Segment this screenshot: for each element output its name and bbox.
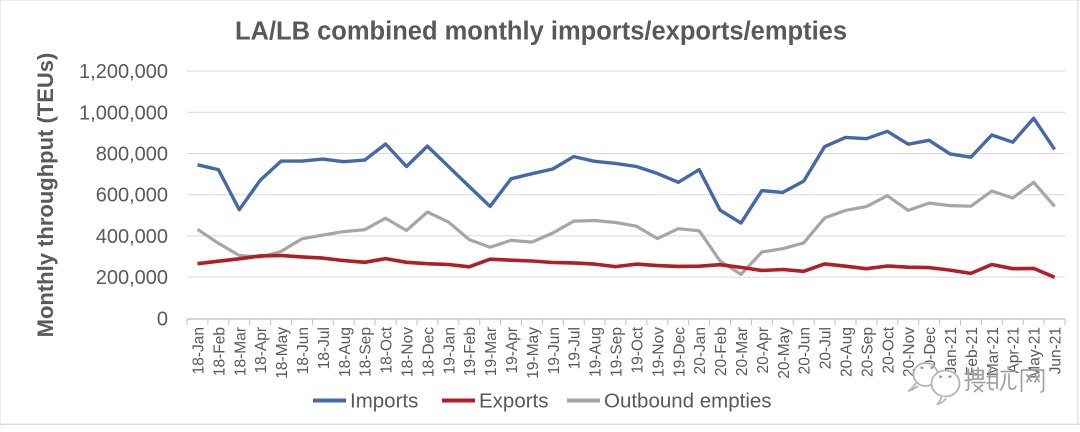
svg-text:1,200,000: 1,200,000 bbox=[79, 61, 168, 83]
svg-text:Outbound empties: Outbound empties bbox=[604, 390, 772, 413]
svg-text:19-Nov: 19-Nov bbox=[650, 327, 667, 377]
svg-text:800,000: 800,000 bbox=[96, 144, 168, 166]
svg-text:600,000: 600,000 bbox=[96, 185, 168, 207]
svg-text:19-Jul: 19-Jul bbox=[567, 327, 584, 369]
svg-text:18-Apr: 18-Apr bbox=[253, 327, 270, 374]
svg-text:19-Mar: 19-Mar bbox=[483, 327, 500, 376]
svg-text:May-21: May-21 bbox=[1027, 327, 1044, 379]
svg-text:Apr-21: Apr-21 bbox=[1006, 327, 1023, 374]
svg-text:Monthly throughput (TEUs): Monthly throughput (TEUs) bbox=[33, 53, 58, 338]
svg-text:0: 0 bbox=[157, 308, 168, 330]
svg-text:19-Dec: 19-Dec bbox=[671, 327, 688, 377]
svg-text:20-Jul: 20-Jul bbox=[818, 327, 835, 369]
svg-text:19-Apr: 19-Apr bbox=[504, 327, 521, 374]
svg-text:18-Aug: 18-Aug bbox=[337, 327, 354, 377]
svg-text:19-Jan: 19-Jan bbox=[441, 327, 458, 374]
svg-text:20-Apr: 20-Apr bbox=[755, 327, 772, 374]
svg-text:19-May: 19-May bbox=[525, 327, 542, 379]
svg-text:18-Nov: 18-Nov bbox=[400, 327, 417, 377]
svg-text:20-Aug: 20-Aug bbox=[839, 327, 856, 377]
svg-text:20-Jun: 20-Jun bbox=[797, 327, 814, 374]
svg-text:Jan-21: Jan-21 bbox=[943, 327, 960, 374]
svg-text:200,000: 200,000 bbox=[96, 267, 168, 289]
svg-text:1,000,000: 1,000,000 bbox=[79, 102, 168, 124]
svg-text:20-Feb: 20-Feb bbox=[713, 327, 730, 376]
svg-text:18-May: 18-May bbox=[274, 327, 291, 379]
svg-text:18-Mar: 18-Mar bbox=[232, 327, 249, 376]
svg-text:19-Sep: 19-Sep bbox=[609, 327, 626, 377]
svg-text:18-Jun: 18-Jun bbox=[295, 327, 312, 374]
svg-text:Jun-21: Jun-21 bbox=[1048, 327, 1065, 374]
svg-text:19-Oct: 19-Oct bbox=[630, 326, 647, 373]
svg-text:18-Jan: 18-Jan bbox=[191, 327, 208, 374]
svg-text:18-Sep: 18-Sep bbox=[358, 327, 375, 377]
svg-text:20-Nov: 20-Nov bbox=[901, 327, 918, 377]
svg-text:19-Feb: 19-Feb bbox=[462, 327, 479, 376]
svg-text:20-Oct: 20-Oct bbox=[880, 326, 897, 373]
svg-text:Exports: Exports bbox=[479, 390, 549, 413]
svg-text:400,000: 400,000 bbox=[96, 226, 168, 248]
svg-text:Imports: Imports bbox=[350, 390, 418, 413]
svg-text:Mar-21: Mar-21 bbox=[985, 327, 1002, 376]
svg-text:18-Oct: 18-Oct bbox=[379, 326, 396, 373]
svg-text:20-Sep: 20-Sep bbox=[859, 327, 876, 377]
svg-text:20-May: 20-May bbox=[776, 327, 793, 379]
svg-text:20-Mar: 20-Mar bbox=[734, 327, 751, 376]
svg-text:18-Feb: 18-Feb bbox=[211, 327, 228, 376]
svg-text:Feb-21: Feb-21 bbox=[964, 327, 981, 376]
svg-text:LA/LB combined monthly imports: LA/LB combined monthly imports/exports/e… bbox=[235, 18, 847, 46]
svg-text:18-Jul: 18-Jul bbox=[316, 327, 333, 369]
svg-text:20-Jan: 20-Jan bbox=[692, 327, 709, 374]
svg-text:19-Jun: 19-Jun bbox=[546, 327, 563, 374]
svg-text:18-Dec: 18-Dec bbox=[420, 327, 437, 377]
svg-text:19-Aug: 19-Aug bbox=[588, 327, 605, 377]
